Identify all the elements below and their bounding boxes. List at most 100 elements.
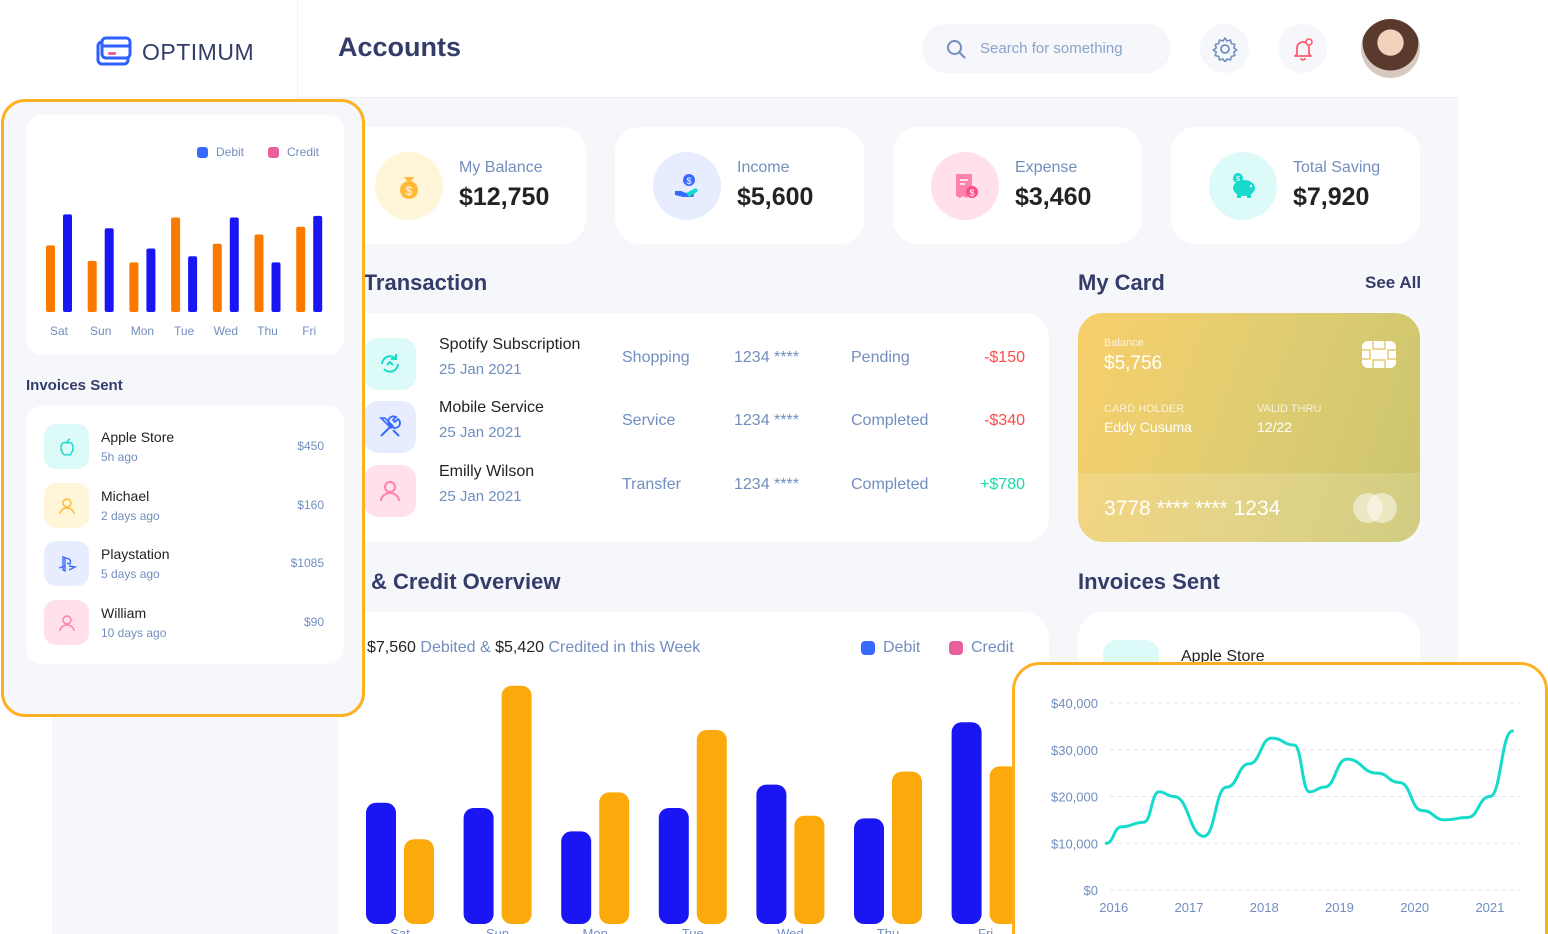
- bar-debit: [87, 260, 97, 312]
- search-box[interactable]: [922, 24, 1171, 73]
- stat-value: $12,750: [459, 183, 550, 211]
- x-tick-label: Sat: [390, 926, 410, 934]
- bar-credit: [188, 256, 198, 312]
- transaction-row[interactable]: Mobile Service 25 Jan 2021 Service 1234 …: [338, 398, 1049, 456]
- search-input[interactable]: [980, 40, 1150, 57]
- chip-icon: [1362, 341, 1396, 368]
- x-tick-label: Tue: [682, 926, 704, 934]
- notifications-button[interactable]: [1278, 24, 1327, 73]
- credit-card[interactable]: Balance $5,756 CARD HOLDER Eddy Cusuma V…: [1078, 313, 1420, 542]
- x-tick-label: Thu: [257, 324, 278, 338]
- invoice-name: Michael: [101, 488, 150, 504]
- bar-credit: [599, 792, 630, 924]
- invoice-time: 10 days ago: [101, 626, 167, 640]
- bar-debit: [366, 802, 396, 924]
- bar-credit: [229, 217, 239, 312]
- user-icon: [364, 465, 416, 517]
- settings-button[interactable]: [1200, 24, 1249, 73]
- invoice-time: 5 days ago: [101, 567, 160, 581]
- bell-icon: [1293, 37, 1313, 61]
- transaction-category: Shopping: [622, 349, 690, 366]
- transaction-date: 25 Jan 2021: [439, 361, 522, 378]
- bar-credit: [313, 215, 323, 312]
- invoice-amount: $450: [297, 439, 324, 453]
- x-tick-label: 2018: [1250, 900, 1279, 915]
- gear-icon: [1211, 36, 1238, 62]
- invoice-name: William: [101, 605, 147, 621]
- overview-title: bit & Credit Overview: [338, 569, 561, 594]
- see-all-link[interactable]: See All: [1365, 273, 1422, 292]
- x-tick-label: Sat: [50, 324, 69, 338]
- playstation-icon: [44, 541, 89, 586]
- stat-label: Total Saving: [1293, 159, 1381, 176]
- transaction-row[interactable]: Emilly Wilson 25 Jan 2021 Transfer 1234 …: [338, 462, 1049, 520]
- invoice-row[interactable]: Apple Store 5h ago $450: [44, 424, 326, 470]
- receipt-icon: $: [931, 151, 999, 220]
- bar-credit: [146, 248, 156, 312]
- bar-debit: [951, 722, 982, 924]
- card-logo-icon: [96, 36, 132, 66]
- overview-summary: $7,560 Debited & $5,420 Credited in this…: [367, 639, 700, 657]
- svg-text:$: $: [406, 184, 413, 198]
- x-tick-label: Mon: [131, 324, 154, 338]
- user-avatar[interactable]: [1361, 19, 1420, 78]
- transaction-date: 25 Jan 2021: [439, 424, 522, 441]
- legend-swatch: [197, 146, 208, 158]
- svg-text:$: $: [1236, 176, 1240, 183]
- legend-label: Credit: [287, 145, 320, 159]
- card-balance: $5,756: [1104, 353, 1163, 374]
- transactions-card: Spotify Subscription 25 Jan 2021 Shoppin…: [338, 313, 1049, 542]
- user-icon: [44, 483, 89, 528]
- mini-legend-credit: Credit: [268, 145, 319, 159]
- card-number: 3778 **** **** 1234: [1104, 497, 1281, 520]
- legend-swatch: [268, 146, 279, 158]
- apple-icon: [44, 424, 89, 469]
- brand-name: OPTIMUM: [142, 38, 255, 65]
- y-tick-label: $10,000: [1051, 836, 1098, 851]
- bar-credit: [104, 228, 114, 312]
- credited-amount: $5,420: [495, 639, 545, 656]
- x-tick-label: Tue: [174, 324, 195, 338]
- y-tick-label: $20,000: [1051, 790, 1098, 805]
- transaction-amount: -$150: [984, 349, 1025, 366]
- transaction-amount: -$340: [984, 412, 1025, 429]
- invoice-row[interactable]: Michael 2 days ago $160: [44, 483, 326, 529]
- y-tick-label: $0: [1084, 883, 1098, 898]
- bar-debit: [212, 243, 222, 312]
- x-tick-label: 2019: [1325, 900, 1354, 915]
- bar-debit: [854, 818, 884, 924]
- mini-invoices-title: Invoices Sent: [26, 377, 123, 394]
- card-balance-label: Balance: [1104, 337, 1144, 349]
- x-tick-label: Sun: [90, 324, 111, 338]
- bar-credit: [63, 214, 72, 312]
- invoice-time: 2 days ago: [101, 509, 160, 523]
- invoice-row[interactable]: Playstation 5 days ago $1085: [44, 541, 326, 587]
- valid-thru-label: VALID THRU: [1257, 403, 1322, 415]
- tools-icon: [364, 401, 416, 453]
- invoice-amount: $1085: [290, 556, 324, 570]
- stat-label: My Balance: [459, 159, 543, 176]
- stat-label: Income: [737, 159, 790, 176]
- invoice-row[interactable]: William 10 days ago $90: [44, 600, 326, 646]
- brand-logo[interactable]: OPTIMUM: [96, 36, 254, 68]
- invoice-name: Apple Store: [1181, 648, 1265, 665]
- user-icon: [44, 600, 89, 645]
- card-brand-icon: [1353, 493, 1397, 523]
- legend-credit: Credit: [949, 639, 1014, 657]
- transaction-row[interactable]: Spotify Subscription 25 Jan 2021 Shoppin…: [338, 335, 1049, 393]
- bar-credit: [892, 771, 922, 924]
- search-icon: [947, 39, 966, 58]
- transaction-status: Pending: [851, 349, 910, 366]
- mini-panel: Debit Credit Sat Sun Mon Tue Wed Thu Fri Invoi…: [1, 99, 365, 717]
- stat-card-balance: $ My Balance $12,750: [337, 127, 586, 244]
- debited-amount: $7,560: [367, 639, 416, 656]
- svg-text:$: $: [686, 176, 691, 186]
- stat-card-income: $ Income $5,600: [615, 127, 864, 244]
- stat-value: $3,460: [1015, 183, 1092, 211]
- invoice-amount: $160: [297, 498, 324, 512]
- transaction-card-number: 1234 ****: [734, 412, 799, 429]
- transaction-status: Completed: [851, 412, 929, 429]
- credited-text: Credited in this Week: [544, 639, 701, 656]
- transaction-name: Mobile Service: [439, 399, 544, 416]
- transaction-date: 25 Jan 2021: [439, 488, 522, 505]
